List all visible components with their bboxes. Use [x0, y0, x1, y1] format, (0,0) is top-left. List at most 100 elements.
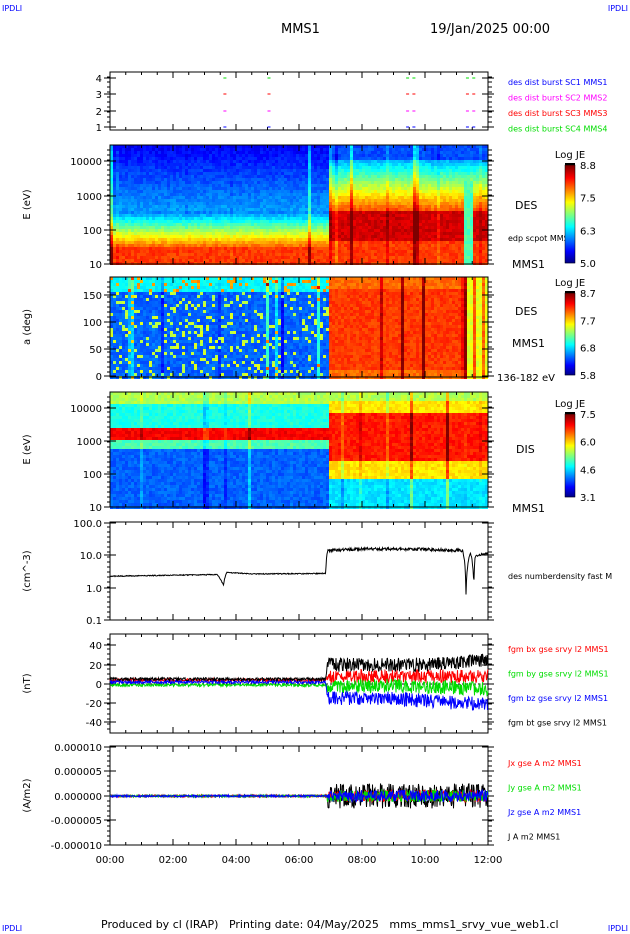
- des-energy-pixel: [254, 157, 257, 160]
- des-energy-pixel: [167, 193, 170, 196]
- des-energy-pixel: [113, 187, 116, 190]
- des-energy-pixel: [182, 154, 185, 157]
- des-energy-pixel: [377, 157, 380, 160]
- des-energy-pixel: [302, 202, 305, 205]
- des-energy-pixel: [248, 232, 251, 235]
- des-energy-pixel: [329, 250, 332, 253]
- des-energy-pixel: [458, 223, 461, 226]
- des-energy-pixel: [167, 256, 170, 259]
- des-energy-pixel: [350, 160, 353, 163]
- des-energy-pixel: [422, 211, 425, 214]
- des-energy-pixel: [329, 172, 332, 175]
- des-energy-pixel: [131, 232, 134, 235]
- des-energy-pixel: [359, 181, 362, 184]
- des-energy-pixel: [455, 169, 458, 172]
- des-energy-pixel: [407, 199, 410, 202]
- des-energy-pixel: [398, 232, 401, 235]
- des-energy-pixel: [113, 217, 116, 220]
- des-energy-pixel: [122, 196, 125, 199]
- des-energy-pixel: [410, 223, 413, 226]
- des-energy-pixel: [113, 190, 116, 193]
- des-energy-pixel: [332, 226, 335, 229]
- des-energy-pixel: [323, 205, 326, 208]
- des-energy-pixel: [455, 199, 458, 202]
- des-energy-pixel: [248, 205, 251, 208]
- des-energy-pixel: [317, 163, 320, 166]
- des-energy-pixel: [149, 229, 152, 232]
- des-energy-pixel: [335, 256, 338, 259]
- des-energy-pixel: [221, 181, 224, 184]
- des-energy-pixel: [296, 220, 299, 223]
- des-energy-pixel: [158, 238, 161, 241]
- des-energy-pixel: [410, 241, 413, 244]
- des-energy-pixel: [464, 259, 467, 262]
- des-energy-pixel: [377, 232, 380, 235]
- des-energy-pixel: [236, 226, 239, 229]
- des-energy-pixel: [407, 229, 410, 232]
- des-energy-pixel: [182, 190, 185, 193]
- des-energy-pixel: [305, 226, 308, 229]
- des-energy-pixel: [302, 223, 305, 226]
- des-energy-pixel: [311, 217, 314, 220]
- des-energy-pixel: [158, 160, 161, 163]
- des-energy-pixel: [359, 226, 362, 229]
- des-energy-pixel: [239, 157, 242, 160]
- des-energy-pixel: [326, 199, 329, 202]
- des-energy-pixel: [221, 208, 224, 211]
- des-energy-pixel: [353, 157, 356, 160]
- des-energy-pixel: [191, 196, 194, 199]
- des-energy-pixel: [353, 226, 356, 229]
- des-energy-pixel: [341, 199, 344, 202]
- des-energy-pixel: [422, 190, 425, 193]
- des-energy-pixel: [182, 220, 185, 223]
- des-energy-pixel: [401, 214, 404, 217]
- des-energy-pixel: [188, 217, 191, 220]
- des-energy-pixel: [191, 178, 194, 181]
- des-energy-pixel: [326, 151, 329, 154]
- des-energy-pixel: [176, 208, 179, 211]
- des-energy-pixel: [176, 238, 179, 241]
- des-energy-pixel: [338, 160, 341, 163]
- des-energy-pixel: [134, 160, 137, 163]
- des-energy-pixel: [431, 145, 434, 148]
- des-energy-pixel: [257, 169, 260, 172]
- des-energy-pixel: [416, 172, 419, 175]
- des-energy-pixel: [287, 148, 290, 151]
- des-energy-pixel: [272, 178, 275, 181]
- des-energy-pixel: [140, 223, 143, 226]
- des-energy-pixel: [311, 250, 314, 253]
- des-energy-pixel: [248, 148, 251, 151]
- des-energy-pixel: [203, 175, 206, 178]
- des-energy-pixel: [212, 211, 215, 214]
- des-energy-pixel: [287, 190, 290, 193]
- des-energy-pixel: [443, 250, 446, 253]
- des-energy-pixel: [146, 175, 149, 178]
- des-energy-pixel: [239, 226, 242, 229]
- des-energy-pixel: [422, 229, 425, 232]
- des-energy-pixel: [125, 223, 128, 226]
- des-energy-pixel: [320, 226, 323, 229]
- des-energy-pixel: [233, 235, 236, 238]
- des-energy-pixel: [248, 154, 251, 157]
- des-energy-pixel: [176, 241, 179, 244]
- des-energy-pixel: [443, 151, 446, 154]
- des-energy-pixel: [350, 253, 353, 256]
- des-energy-pixel: [314, 178, 317, 181]
- des-energy-pixel: [227, 226, 230, 229]
- des-energy-pixel: [380, 259, 383, 262]
- des-energy-pixel: [290, 199, 293, 202]
- des-energy-pixel: [362, 187, 365, 190]
- des-energy-pixel: [167, 235, 170, 238]
- des-energy-pixel: [383, 223, 386, 226]
- des-energy-pixel: [371, 256, 374, 259]
- des-energy-pixel: [260, 217, 263, 220]
- des-energy-pixel: [224, 235, 227, 238]
- des-energy-pixel: [239, 148, 242, 151]
- des-energy-pixel: [179, 205, 182, 208]
- des-energy-pixel: [149, 223, 152, 226]
- des-energy-pixel: [437, 241, 440, 244]
- des-energy-pixel: [434, 196, 437, 199]
- des-energy-pixel: [113, 184, 116, 187]
- des-energy-pixel: [218, 166, 221, 169]
- des-energy-pixel: [365, 175, 368, 178]
